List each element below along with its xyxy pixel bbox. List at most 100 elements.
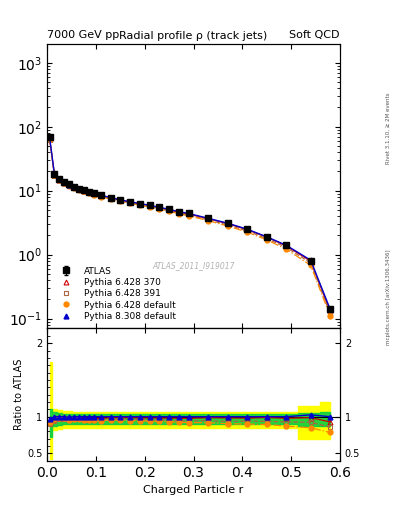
Pythia 8.308 default [186, 210, 191, 217]
Pythia 6.428 370 [108, 195, 113, 201]
Pythia 8.308 default [81, 187, 86, 193]
Pythia 6.428 370 [176, 209, 181, 216]
Pythia 6.428 391 [108, 196, 113, 202]
Pythia 6.428 391 [147, 203, 152, 209]
Pythia 6.428 391 [62, 180, 66, 186]
Pythia 6.428 default [86, 190, 91, 196]
Pythia 6.428 default [72, 185, 76, 191]
Line: Pythia 6.428 370: Pythia 6.428 370 [47, 136, 332, 314]
Pythia 6.428 default [128, 200, 132, 206]
Pythia 6.428 default [225, 223, 230, 229]
Pythia 6.428 default [52, 172, 57, 178]
Pythia 6.428 370 [99, 193, 103, 199]
Pythia 6.428 391 [245, 228, 250, 234]
Pythia 6.428 370 [264, 234, 269, 240]
Pythia 6.428 default [284, 246, 288, 252]
Pythia 6.428 370 [328, 308, 332, 314]
X-axis label: Charged Particle r: Charged Particle r [143, 485, 244, 495]
Text: Rivet 3.1.10, ≥ 2M events: Rivet 3.1.10, ≥ 2M events [386, 92, 391, 164]
Pythia 6.428 default [57, 177, 62, 183]
Pythia 6.428 370 [118, 197, 123, 203]
Pythia 6.428 default [91, 191, 96, 198]
Legend: ATLAS, Pythia 6.428 370, Pythia 6.428 391, Pythia 6.428 default, Pythia 8.308 de: ATLAS, Pythia 6.428 370, Pythia 6.428 39… [51, 264, 179, 324]
Pythia 8.308 default [57, 176, 62, 182]
Pythia 8.308 default [284, 242, 288, 248]
Pythia 6.428 default [118, 198, 123, 204]
Pythia 8.308 default [167, 206, 171, 212]
Pythia 6.428 default [138, 202, 142, 208]
Pythia 6.428 default [67, 183, 72, 189]
Pythia 6.428 370 [157, 205, 162, 211]
Pythia 6.428 default [99, 194, 103, 200]
Pythia 8.308 default [77, 185, 81, 191]
Line: Pythia 6.428 default: Pythia 6.428 default [47, 136, 332, 318]
Pythia 6.428 391 [67, 183, 72, 189]
Pythia 8.308 default [264, 234, 269, 240]
Pythia 6.428 391 [225, 222, 230, 228]
Text: mcplots.cern.ch [arXiv:1306.3436]: mcplots.cern.ch [arXiv:1306.3436] [386, 249, 391, 345]
Pythia 6.428 391 [167, 208, 171, 214]
Pythia 6.428 391 [99, 194, 103, 200]
Pythia 6.428 default [81, 188, 86, 195]
Pythia 6.428 default [206, 218, 211, 224]
Pythia 6.428 370 [67, 182, 72, 188]
Pythia 6.428 default [328, 313, 332, 319]
Pythia 6.428 391 [328, 310, 332, 316]
Pythia 6.428 370 [147, 203, 152, 209]
Pythia 6.428 default [157, 206, 162, 212]
Pythia 6.428 391 [176, 210, 181, 216]
Pythia 6.428 default [176, 211, 181, 217]
Pythia 8.308 default [138, 200, 142, 206]
Pythia 6.428 default [108, 196, 113, 202]
Pythia 8.308 default [309, 257, 313, 263]
Pythia 6.428 391 [206, 217, 211, 223]
Pythia 6.428 391 [91, 191, 96, 198]
Pythia 8.308 default [206, 215, 211, 221]
Pythia 6.428 391 [186, 212, 191, 218]
Pythia 8.308 default [118, 197, 123, 203]
Pythia 6.428 370 [225, 221, 230, 227]
Pythia 6.428 370 [186, 211, 191, 217]
Pythia 6.428 391 [86, 190, 91, 196]
Pythia 6.428 370 [128, 199, 132, 205]
Pythia 8.308 default [86, 189, 91, 195]
Pythia 8.308 default [72, 184, 76, 190]
Line: Pythia 8.308 default: Pythia 8.308 default [47, 135, 332, 312]
Pythia 6.428 391 [157, 205, 162, 211]
Pythia 6.428 default [245, 229, 250, 235]
Pythia 6.428 default [77, 186, 81, 193]
Pythia 6.428 default [167, 208, 171, 215]
Pythia 6.428 370 [167, 207, 171, 213]
Line: Pythia 6.428 391: Pythia 6.428 391 [47, 137, 332, 316]
Pythia 8.308 default [108, 195, 113, 201]
Pythia 6.428 default [264, 237, 269, 243]
Pythia 6.428 370 [245, 227, 250, 233]
Pythia 6.428 370 [52, 172, 57, 178]
Text: Soft QCD: Soft QCD [290, 30, 340, 40]
Y-axis label: Ratio to ATLAS: Ratio to ATLAS [14, 359, 24, 430]
Pythia 6.428 370 [62, 180, 66, 186]
Pythia 6.428 default [147, 204, 152, 210]
Pythia 6.428 391 [284, 244, 288, 250]
Pythia 6.428 391 [72, 185, 76, 191]
Pythia 6.428 370 [206, 216, 211, 222]
Pythia 6.428 391 [57, 177, 62, 183]
Pythia 6.428 391 [138, 202, 142, 208]
Pythia 6.428 391 [309, 260, 313, 266]
Pythia 6.428 370 [138, 201, 142, 207]
Pythia 6.428 default [186, 212, 191, 219]
Text: ATLAS_2011_I919017: ATLAS_2011_I919017 [152, 261, 235, 270]
Pythia 8.308 default [128, 199, 132, 205]
Pythia 6.428 default [47, 136, 52, 142]
Pythia 6.428 370 [91, 191, 96, 197]
Pythia 8.308 default [99, 192, 103, 198]
Pythia 6.428 370 [57, 177, 62, 183]
Pythia 8.308 default [62, 179, 66, 185]
Pythia 6.428 370 [77, 186, 81, 192]
Pythia 6.428 370 [284, 243, 288, 249]
Pythia 6.428 391 [47, 137, 52, 143]
Pythia 6.428 391 [81, 188, 86, 195]
Pythia 6.428 391 [77, 186, 81, 193]
Pythia 6.428 391 [118, 198, 123, 204]
Pythia 8.308 default [245, 226, 250, 232]
